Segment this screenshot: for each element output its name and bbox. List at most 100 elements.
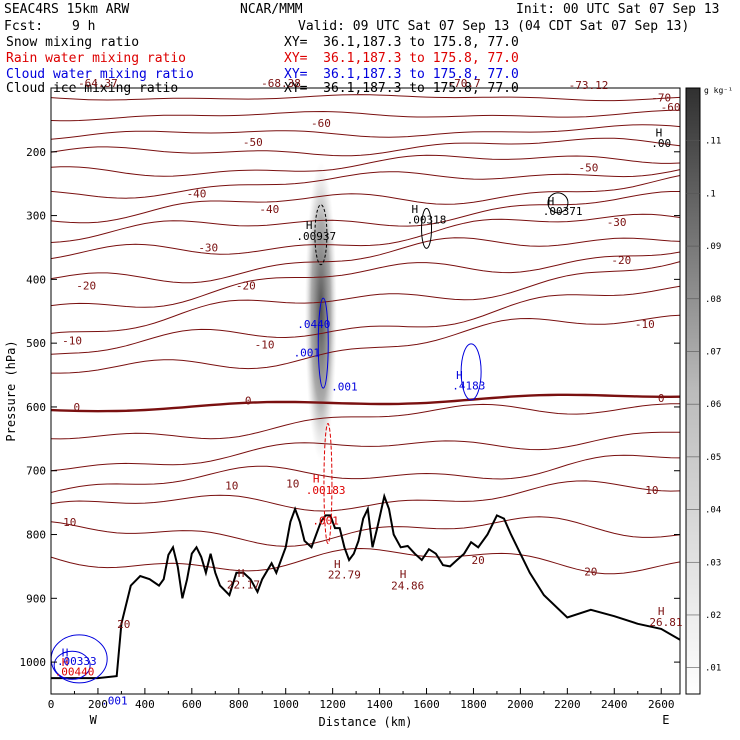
temperature-contour-label: -64.37: [78, 77, 118, 90]
temperature-contour: [50, 169, 681, 199]
temperature-contour-label: -70.7: [448, 77, 481, 90]
temperature-contour: [51, 314, 681, 374]
x-tick-label: 1400: [366, 698, 393, 711]
colorbar-tick-label: .07: [705, 347, 721, 357]
temperature-contour-label: 10: [225, 479, 238, 492]
colorbar-tick-label: .04: [705, 506, 721, 516]
org-label: NCAR/MMM: [240, 2, 303, 17]
temperature-contour-label: -10: [635, 318, 655, 331]
y-tick-label: 300: [26, 210, 46, 223]
temperature-high-label: 26.81: [649, 616, 682, 629]
y-tick-label: 600: [26, 401, 46, 414]
colorbar-tick-label: .09: [705, 242, 721, 252]
x-tick-label: 1600: [413, 698, 440, 711]
temperature-contour-label: -50: [579, 162, 599, 175]
cloud-ice-label: .00318: [407, 213, 447, 226]
temperature-contour: [50, 94, 681, 102]
temperature-high-label: H: [238, 567, 245, 580]
temperature-contour: [50, 175, 681, 224]
temperature-contour-label: -10: [255, 338, 275, 351]
temperature-contour-label: 0: [658, 392, 665, 405]
y-tick-label: 900: [26, 592, 46, 605]
east-label: E: [662, 713, 669, 727]
temperature-contour-label: -50: [243, 136, 263, 149]
temperature-contour-label: -60: [311, 117, 331, 130]
x-tick-label: 800: [229, 698, 249, 711]
cloud-ice-contour: [314, 204, 328, 266]
temperature-contour-label: 20: [472, 554, 485, 567]
temperature-contour: [50, 124, 681, 140]
temperature-contour: [50, 480, 681, 512]
field-xy-snow: XY= 36.1,187.3 to 175.8, 77.0: [284, 35, 519, 50]
temperature-contour-label: -40: [259, 203, 279, 216]
temperature-contour-label: -68.38: [261, 77, 301, 90]
temperature-contour: [50, 109, 681, 122]
forecast-hours: 9 h: [72, 19, 96, 34]
colorbar-tick-label: .05: [705, 453, 721, 463]
x-tick-label: 1200: [319, 698, 346, 711]
cloud-water-label: H: [62, 647, 69, 660]
temperature-contour-label: -60: [661, 101, 681, 114]
rain-water-contour: [323, 422, 333, 544]
x-tick-label: 2200: [554, 698, 581, 711]
y-tick-label: 700: [26, 465, 46, 478]
cloud-ice-label: H: [411, 203, 418, 216]
plot-frame: [50, 87, 681, 695]
temperature-high-label: H: [334, 558, 341, 571]
snow-mixing-ratio-shading: [304, 161, 337, 462]
colorbar-tick-label: .06: [705, 400, 721, 410]
temperature-contour-label: -73.12: [569, 79, 609, 92]
temperature-contour: [50, 154, 681, 177]
temperature-contour-label: 20: [117, 618, 130, 631]
temperature-contour-label: -20: [236, 280, 256, 293]
y-tick-label: 400: [26, 273, 46, 286]
rain-water-label: .00183: [306, 484, 346, 497]
west-label: W: [90, 713, 98, 727]
x-tick-label: 1800: [460, 698, 487, 711]
valid-time: Valid: 09 UTC Sat 07 Sep 13 (04 CDT Sat …: [298, 19, 690, 34]
temperature-contour-label: 10: [63, 516, 76, 529]
temperature-contour-label: -10: [62, 335, 82, 348]
temperature-contour: [50, 516, 681, 547]
colorbar-tick-label: .03: [705, 558, 721, 568]
x-tick-label: 400: [135, 698, 155, 711]
colorbar-tick-label: .01: [705, 664, 721, 674]
x-tick-label: 200: [88, 698, 108, 711]
cloud-ice-contour: [421, 207, 433, 249]
temperature-contour-label: 10: [645, 484, 658, 497]
temperature-high-label: H: [658, 605, 665, 618]
x-tick-label: 2000: [507, 698, 534, 711]
y-tick-label: 800: [26, 529, 46, 542]
x-tick-label: 2400: [601, 698, 628, 711]
colorbar-unit: g kg⁻¹: [704, 86, 733, 95]
zero-isotherm: [50, 393, 681, 413]
y-tick-label: 200: [26, 146, 46, 159]
cloud-ice-label: H: [548, 195, 555, 208]
temperature-contour-label: -30: [607, 216, 627, 229]
cloud-ice-label: H: [656, 127, 663, 140]
temperature-contour-label: 20: [584, 566, 597, 579]
temperature-contour: [50, 285, 681, 355]
model-title: SEAC4RS 15km ARW: [4, 2, 130, 17]
terrain-line: [51, 492, 681, 680]
cloud-ice-label: .00937: [296, 230, 336, 243]
temperature-contour-label: 0: [74, 401, 81, 414]
x-tick-label: 1000: [272, 698, 299, 711]
x-axis-label: Distance (km): [319, 715, 413, 729]
temperature-contour-label: -30: [198, 241, 218, 254]
temperature-contour: [50, 454, 681, 493]
cloud-water-label: .0440: [297, 318, 330, 331]
rain-water-label: .00440: [55, 666, 95, 679]
cloud-water-label: .4183: [452, 379, 485, 392]
cloud-ice-label: .00371: [543, 205, 583, 218]
temperature-high-label: 22.17: [227, 578, 260, 591]
rain-water-label: H: [62, 656, 69, 669]
cloud-water-contour: [317, 297, 329, 389]
x-tick-label: 2600: [648, 698, 675, 711]
init-time: Init: 00 UTC Sat 07 Sep 13: [516, 2, 720, 17]
y-tick-label: 500: [26, 337, 46, 350]
y-axis-label: Pressure (hPa): [4, 340, 18, 441]
field-label-cloud-water: Cloud water mixing ratio: [6, 67, 194, 82]
colorbar-tick-label: .11: [705, 137, 721, 147]
rain-water-label: .001: [312, 514, 339, 527]
